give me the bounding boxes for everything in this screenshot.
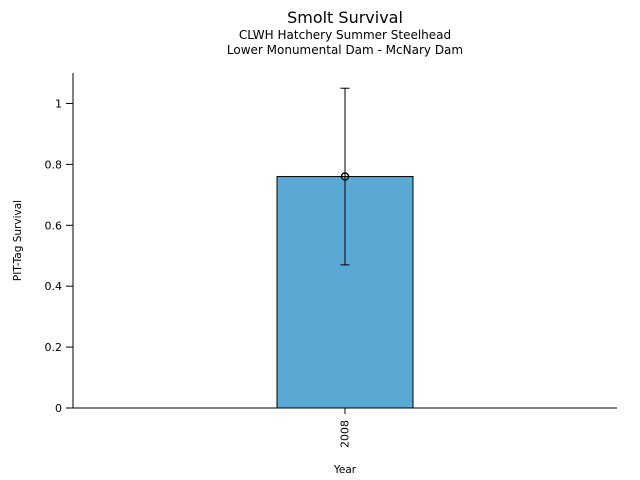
y-axis-label: PIT-Tag Survival [12,200,24,281]
y-tick-label: 1 [55,97,62,110]
chart-subtitle-line2: Lower Monumental Dam - McNary Dam [226,42,464,57]
chart-title: Smolt Survival [287,8,403,27]
y-tick-label: 0.4 [45,280,63,293]
y-tick-label: 0.2 [45,341,63,354]
chart-subtitle-line1: CLWH Hatchery Summer Steelhead [238,28,452,42]
y-tick-label: 0.6 [45,219,63,232]
y-tick-label: 0 [55,402,62,415]
y-tick-label: 0.8 [45,158,63,171]
x-tick-label: 2008 [339,420,352,448]
mean-marker-circle-icon [340,172,350,181]
x-axis-label: Year [333,464,357,476]
chart-header: Smolt Survival CLWH Hatchery Summer Stee… [73,8,617,57]
